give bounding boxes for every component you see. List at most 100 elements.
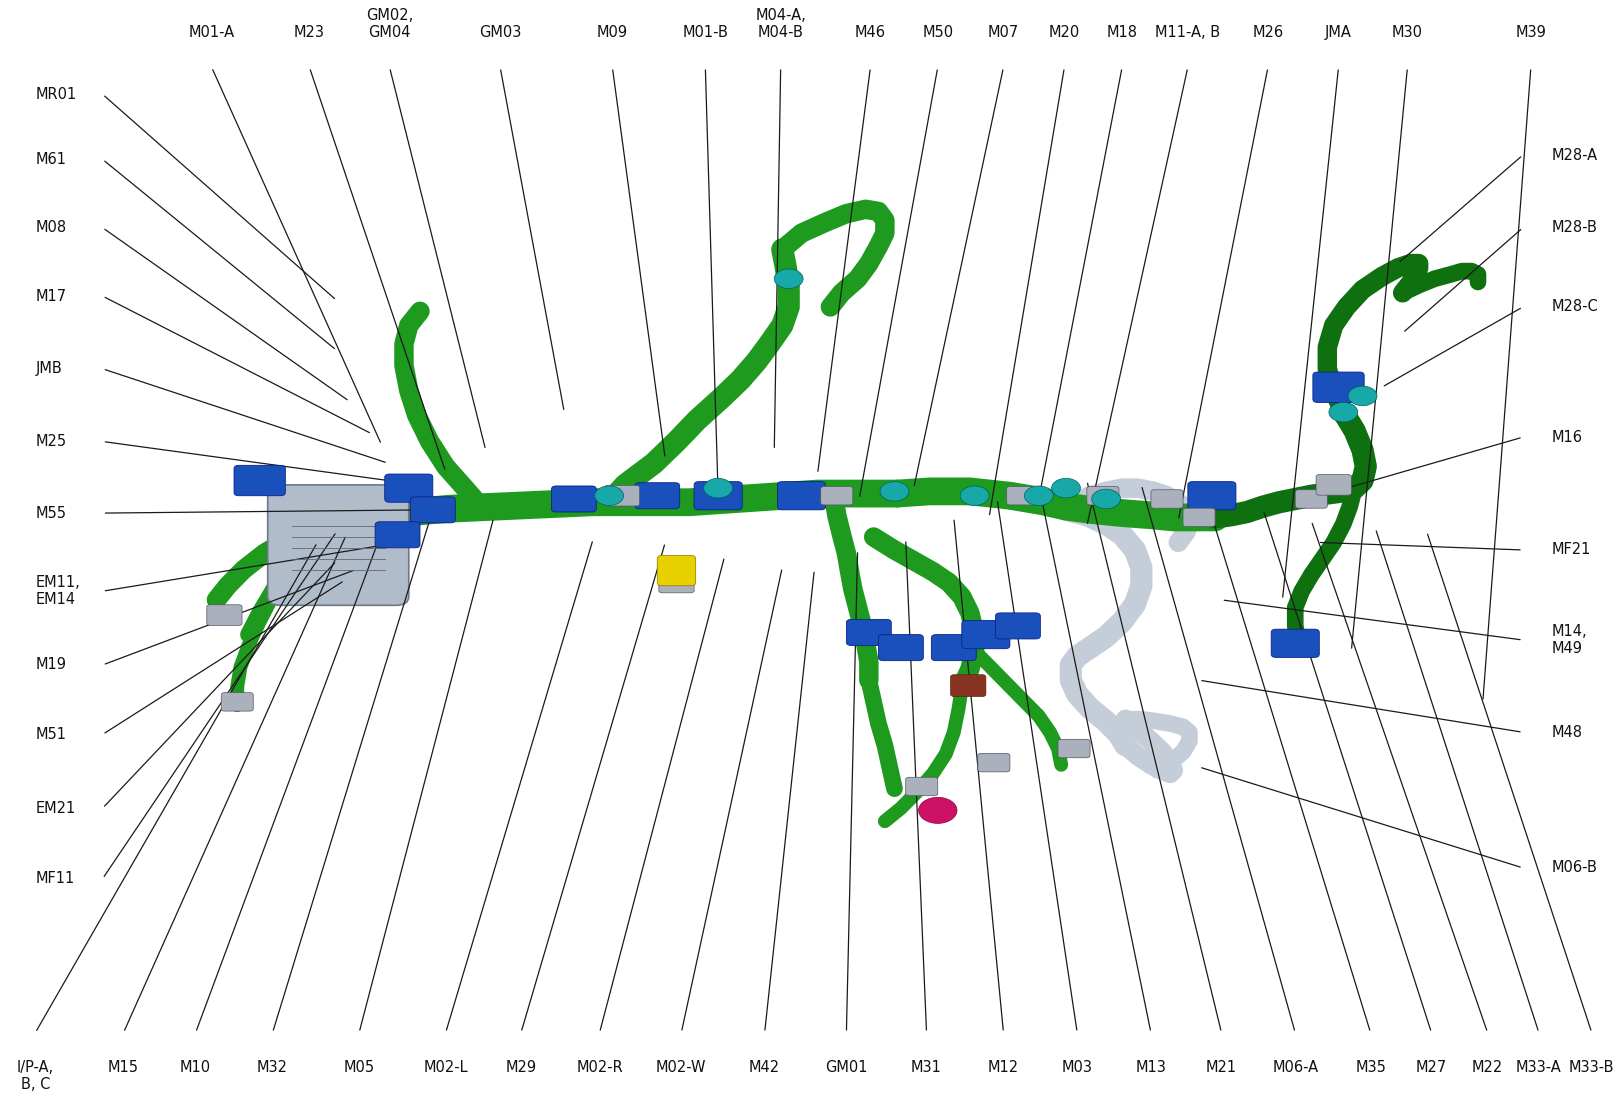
Text: M17: M17	[36, 289, 66, 303]
Text: M09: M09	[597, 25, 627, 40]
Text: GM02,
GM04: GM02, GM04	[365, 8, 414, 40]
Text: M14,
M49: M14, M49	[1552, 624, 1588, 656]
FancyBboxPatch shape	[222, 692, 254, 711]
Text: M01-A: M01-A	[189, 25, 234, 40]
Text: M07: M07	[988, 25, 1019, 40]
FancyBboxPatch shape	[1151, 490, 1184, 508]
Text: M42: M42	[749, 1059, 781, 1075]
FancyBboxPatch shape	[778, 481, 826, 510]
Text: M25: M25	[36, 434, 66, 449]
FancyBboxPatch shape	[996, 613, 1040, 639]
Text: M33-B: M33-B	[1568, 1059, 1614, 1075]
Circle shape	[775, 269, 804, 289]
FancyBboxPatch shape	[375, 522, 420, 547]
FancyBboxPatch shape	[268, 485, 409, 606]
Text: M33-A: M33-A	[1517, 1059, 1562, 1075]
FancyBboxPatch shape	[962, 621, 1011, 648]
Text: M01-B: M01-B	[682, 25, 728, 40]
Text: JMA: JMA	[1324, 25, 1352, 40]
Circle shape	[595, 486, 624, 506]
Text: EM11,
EM14: EM11, EM14	[36, 575, 79, 608]
Text: M19: M19	[36, 657, 66, 673]
FancyBboxPatch shape	[1313, 373, 1365, 402]
Text: M29: M29	[506, 1059, 537, 1075]
FancyBboxPatch shape	[635, 482, 679, 509]
FancyBboxPatch shape	[234, 465, 285, 496]
FancyBboxPatch shape	[605, 486, 640, 506]
FancyBboxPatch shape	[978, 754, 1011, 771]
Circle shape	[960, 486, 990, 506]
Circle shape	[703, 478, 733, 498]
Text: M39: M39	[1515, 25, 1546, 40]
FancyBboxPatch shape	[1295, 490, 1328, 508]
Text: EM21: EM21	[36, 801, 76, 815]
Text: M20: M20	[1049, 25, 1080, 40]
FancyBboxPatch shape	[878, 634, 923, 660]
Circle shape	[1091, 489, 1121, 509]
Text: M13: M13	[1135, 1059, 1166, 1075]
FancyBboxPatch shape	[906, 777, 938, 796]
Text: M27: M27	[1416, 1059, 1447, 1075]
Text: M18: M18	[1106, 25, 1138, 40]
Text: M10: M10	[179, 1059, 212, 1075]
Text: JMB: JMB	[36, 362, 61, 376]
Text: M28-C: M28-C	[1552, 299, 1599, 314]
Text: M48: M48	[1552, 724, 1583, 740]
Text: I/P-A,
B, C: I/P-A, B, C	[16, 1059, 53, 1092]
Text: M06-B: M06-B	[1552, 861, 1598, 876]
Text: M11-A, B: M11-A, B	[1155, 25, 1221, 40]
FancyBboxPatch shape	[821, 487, 852, 504]
Text: M06-A: M06-A	[1273, 1059, 1318, 1075]
Text: M28-B: M28-B	[1552, 220, 1598, 235]
FancyBboxPatch shape	[931, 634, 977, 660]
FancyBboxPatch shape	[1316, 475, 1352, 496]
FancyBboxPatch shape	[658, 573, 694, 592]
Text: MR01: MR01	[36, 87, 76, 102]
FancyBboxPatch shape	[1007, 487, 1038, 504]
FancyBboxPatch shape	[385, 474, 433, 502]
Circle shape	[880, 481, 909, 501]
FancyBboxPatch shape	[951, 675, 986, 697]
FancyBboxPatch shape	[846, 620, 891, 645]
FancyBboxPatch shape	[1271, 630, 1319, 657]
FancyBboxPatch shape	[411, 497, 456, 523]
Text: M31: M31	[910, 1059, 943, 1075]
Circle shape	[1024, 486, 1053, 506]
Text: M26: M26	[1253, 25, 1284, 40]
Text: M08: M08	[36, 220, 66, 235]
Circle shape	[1329, 402, 1358, 422]
Text: GM03: GM03	[479, 25, 521, 40]
FancyBboxPatch shape	[207, 604, 243, 625]
Text: M16: M16	[1552, 430, 1583, 445]
Text: M28-A: M28-A	[1552, 147, 1598, 163]
FancyBboxPatch shape	[694, 481, 742, 510]
Text: M02-L: M02-L	[424, 1059, 467, 1075]
Text: M35: M35	[1355, 1059, 1386, 1075]
Text: M02-R: M02-R	[576, 1059, 623, 1075]
Text: M51: M51	[36, 726, 66, 742]
Text: M22: M22	[1471, 1059, 1504, 1075]
FancyBboxPatch shape	[1087, 487, 1119, 504]
Circle shape	[918, 798, 957, 823]
Text: M15: M15	[108, 1059, 139, 1075]
Text: M30: M30	[1392, 25, 1423, 40]
Text: MF11: MF11	[36, 872, 74, 886]
FancyBboxPatch shape	[1058, 740, 1090, 757]
Text: GM01: GM01	[825, 1059, 868, 1075]
Text: M03: M03	[1062, 1059, 1093, 1075]
Text: M21: M21	[1206, 1059, 1237, 1075]
Text: M04-A,
M04-B: M04-A, M04-B	[755, 8, 805, 40]
FancyBboxPatch shape	[657, 555, 695, 586]
Text: M23: M23	[294, 25, 325, 40]
Text: M61: M61	[36, 152, 66, 167]
Text: M50: M50	[922, 25, 954, 40]
Text: M55: M55	[36, 506, 66, 521]
Text: M46: M46	[855, 25, 886, 40]
Text: M12: M12	[988, 1059, 1019, 1075]
Text: M05: M05	[343, 1059, 375, 1075]
FancyBboxPatch shape	[1184, 508, 1214, 526]
Text: MF21: MF21	[1552, 543, 1591, 557]
Text: M32: M32	[257, 1059, 288, 1075]
FancyBboxPatch shape	[551, 486, 597, 512]
Circle shape	[1051, 478, 1080, 498]
